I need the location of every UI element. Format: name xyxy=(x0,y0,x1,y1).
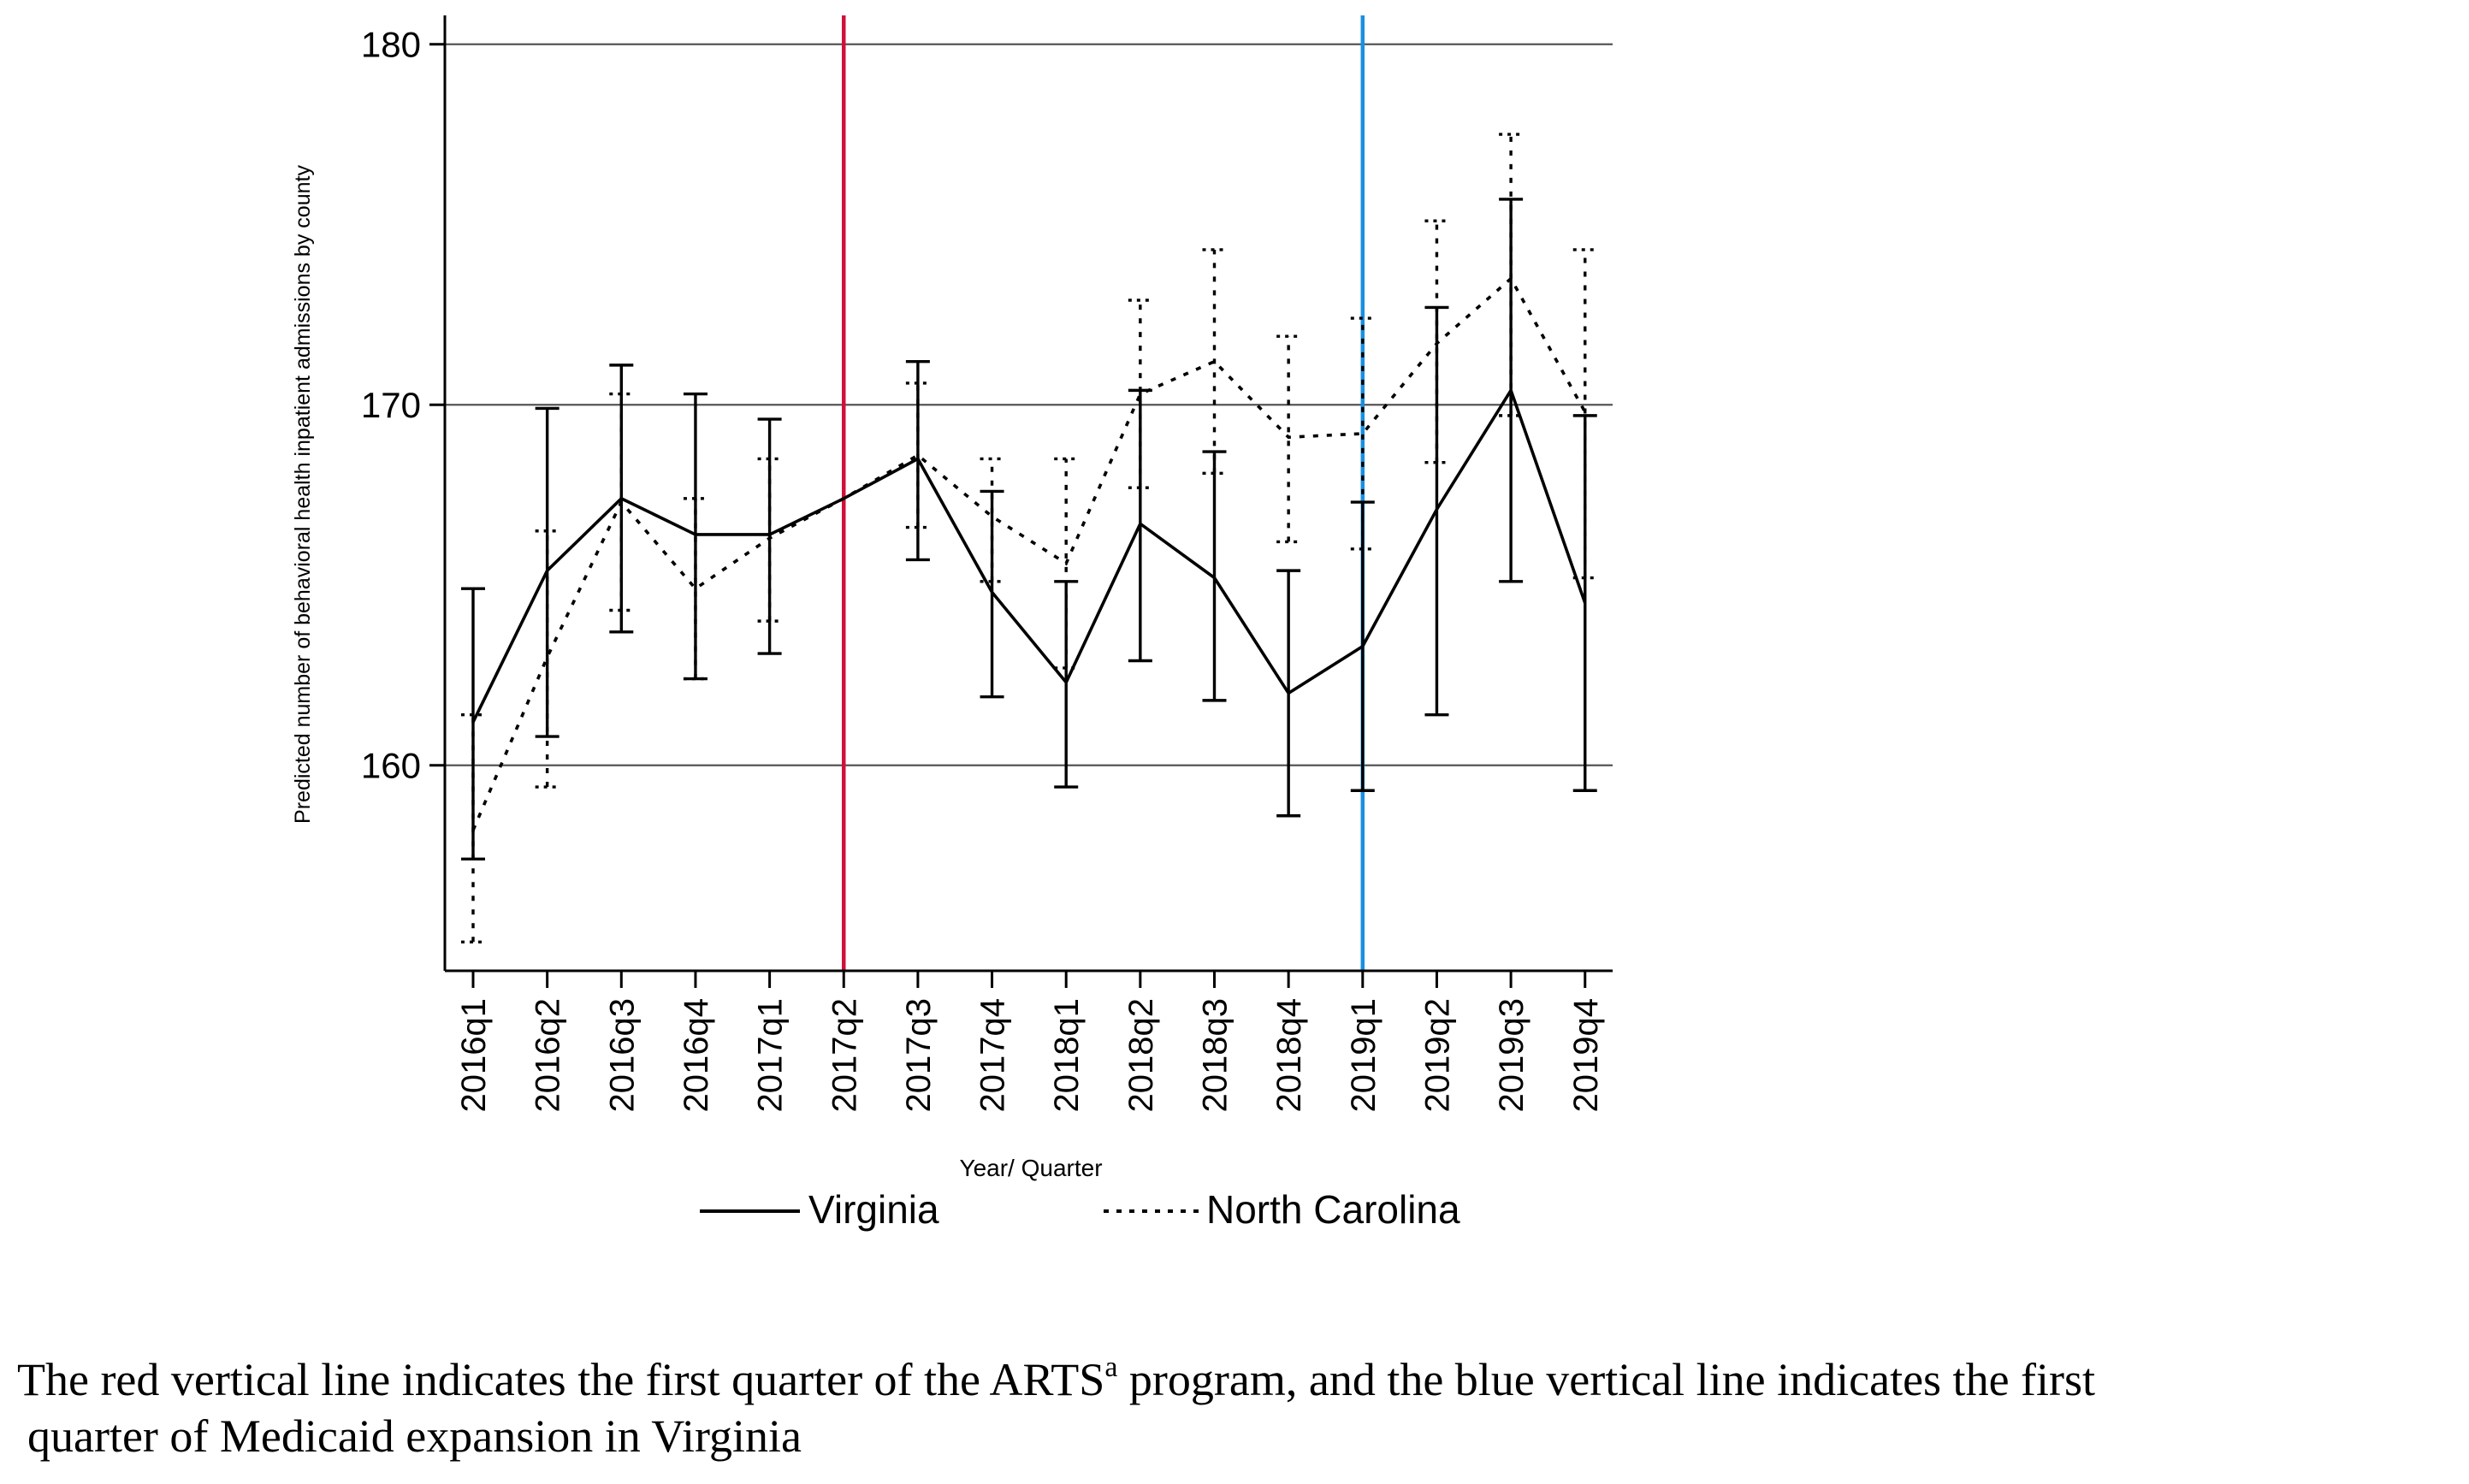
y-tick-label-180: 180 xyxy=(361,25,421,65)
x-tick-label-2018q4: 2018q4 xyxy=(1270,998,1308,1112)
x-tick-label-2017q1: 2017q1 xyxy=(752,998,790,1112)
chart-svg: 160 170 180 2016q1 2016q2 2016q3 2016q4 2017q1 2… xyxy=(291,15,1613,1232)
x-tick-label-2016q3: 2016q3 xyxy=(603,998,641,1112)
x-tick-label-2019q4: 2019q4 xyxy=(1567,998,1605,1112)
x-tick-label-2017q2: 2017q2 xyxy=(826,998,863,1112)
axis-labels: 160 170 180 2016q1 2016q2 2016q3 2016q4 2017q1 2… xyxy=(291,25,1605,1181)
series xyxy=(461,133,1597,943)
x-axis-title: Year/ Quarter xyxy=(959,1155,1102,1181)
x-tick-label-2017q4: 2017q4 xyxy=(974,998,1012,1112)
caption-text-part2: program, and the blue vertical line indi… xyxy=(1117,1354,2096,1405)
x-tick-label-2018q2: 2018q2 xyxy=(1122,998,1160,1112)
x-tick-label-2016q1: 2016q1 xyxy=(455,998,493,1112)
x-tick-label-2019q2: 2019q2 xyxy=(1418,998,1456,1112)
caption-text-line2: quarter of Medicaid expansion in Virgini… xyxy=(27,1410,802,1462)
gridlines xyxy=(445,43,1613,766)
x-tick-label-2019q3: 2019q3 xyxy=(1493,998,1531,1112)
x-tick-label-2019q1: 2019q1 xyxy=(1345,998,1383,1112)
caption-text-part1: The red vertical line indicates the firs… xyxy=(17,1354,1105,1405)
x-tick-label-2016q4: 2016q4 xyxy=(678,998,715,1112)
legend-label-north-carolina: North Carolina xyxy=(1206,1187,1460,1232)
x-tick-label-2017q3: 2017q3 xyxy=(900,998,938,1112)
legend-label-virginia: Virginia xyxy=(808,1187,939,1232)
legend: Virginia North Carolina xyxy=(700,1187,1460,1232)
caption-superscript: a xyxy=(1104,1351,1118,1383)
y-axis-title: Predicted number of behavioral health in… xyxy=(291,165,315,824)
x-tick-label-2018q3: 2018q3 xyxy=(1197,998,1234,1112)
event-lines xyxy=(842,15,1365,971)
x-tick-label-2018q1: 2018q1 xyxy=(1048,998,1086,1112)
x-tick-label-2016q2: 2016q2 xyxy=(530,998,567,1112)
figure-caption: The red vertical line indicates the firs… xyxy=(17,1351,2447,1464)
y-tick-label-170: 170 xyxy=(361,385,421,425)
axes xyxy=(429,15,1613,988)
chart-figure: 160 170 180 2016q1 2016q2 2016q3 2016q4 2017q1 2… xyxy=(291,15,1613,1232)
series-line-north-carolina xyxy=(471,275,1587,831)
series-line-virginia xyxy=(471,387,1587,723)
y-tick-label-160: 160 xyxy=(361,746,421,786)
